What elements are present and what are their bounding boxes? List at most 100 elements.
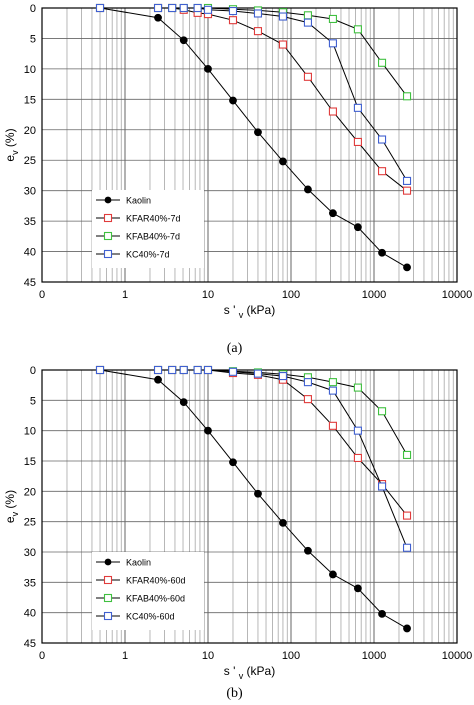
data-point xyxy=(179,398,188,407)
data-point xyxy=(377,167,387,176)
data-point xyxy=(303,11,312,20)
data-point xyxy=(402,92,412,101)
x-tick-label: 10 xyxy=(202,650,214,662)
data-point xyxy=(168,3,177,13)
data-point xyxy=(154,13,162,22)
y-tick-label: 30 xyxy=(24,186,36,198)
data-point xyxy=(353,383,362,392)
data-point xyxy=(278,12,288,21)
y-tick-label: 20 xyxy=(24,486,36,498)
data-point xyxy=(179,365,188,375)
data-point xyxy=(253,27,263,36)
legend-marker xyxy=(103,213,113,223)
x-tick-label: 10000 xyxy=(442,289,473,301)
legend-marker xyxy=(103,231,113,241)
data-point xyxy=(328,107,337,116)
data-point xyxy=(354,223,362,232)
y-tick-label: 30 xyxy=(24,547,36,559)
y-tick-label: 25 xyxy=(24,155,36,167)
legend-marker xyxy=(104,196,112,204)
x-axis-label: s ' v (kPa) xyxy=(224,664,275,681)
data-point xyxy=(329,570,337,579)
y-tick-label: 5 xyxy=(30,395,36,407)
x-tick-label: 1 xyxy=(122,650,128,662)
y-tick-label: 0 xyxy=(30,3,36,15)
data-point xyxy=(95,3,105,13)
data-point xyxy=(354,584,362,593)
data-point xyxy=(378,248,386,257)
data-point xyxy=(203,365,213,375)
data-point xyxy=(402,450,412,459)
data-point xyxy=(303,72,312,81)
y-tick-label: 10 xyxy=(24,426,36,438)
y-tick-label: 45 xyxy=(24,277,36,289)
data-point xyxy=(253,369,263,378)
data-point xyxy=(95,365,105,375)
x-tick-label: 1000 xyxy=(362,289,386,301)
data-point xyxy=(279,157,287,166)
data-point xyxy=(228,367,238,376)
data-point xyxy=(304,185,312,194)
y-axis-label: ev (%) xyxy=(3,128,20,161)
data-point xyxy=(303,18,312,27)
data-point xyxy=(353,426,362,435)
data-point xyxy=(377,407,387,416)
x-axis-label: s ' v (kPa) xyxy=(224,303,275,320)
x-tick-label: 100 xyxy=(282,289,300,301)
x-tick-label: 10 xyxy=(202,289,214,301)
x-tick-label: 100 xyxy=(282,650,300,662)
data-point xyxy=(278,372,288,381)
data-point xyxy=(154,375,162,384)
y-tick-label: 40 xyxy=(24,608,36,620)
legend-marker xyxy=(103,611,113,621)
data-point xyxy=(254,128,262,137)
data-point xyxy=(402,511,412,520)
y-tick-label: 40 xyxy=(24,247,36,259)
legend-marker xyxy=(104,558,112,566)
data-point xyxy=(228,16,238,25)
data-point xyxy=(377,482,387,491)
data-point xyxy=(402,186,412,195)
data-point xyxy=(403,263,411,272)
data-point xyxy=(303,378,312,387)
legend-label: KFAR40%-60d xyxy=(126,576,186,586)
y-tick-label: 15 xyxy=(24,94,36,106)
series-line xyxy=(99,7,408,268)
data-point xyxy=(353,103,362,112)
figure-caption: (a) xyxy=(227,341,243,356)
data-point xyxy=(378,609,386,618)
x-tick-label: 1000 xyxy=(362,650,386,662)
plot-frame xyxy=(41,7,458,283)
data-point xyxy=(179,3,188,13)
data-point xyxy=(229,458,237,467)
data-point xyxy=(193,365,202,375)
y-tick-label: 35 xyxy=(24,577,36,589)
data-point xyxy=(153,365,163,375)
data-point xyxy=(179,36,188,45)
data-point xyxy=(303,395,312,404)
data-point xyxy=(403,624,411,633)
x-tick-label: 10000 xyxy=(442,650,473,662)
data-point xyxy=(329,209,337,218)
legend-marker xyxy=(103,249,113,259)
data-point xyxy=(279,518,287,527)
legend-label: KC40%-7d xyxy=(126,250,170,260)
data-point xyxy=(304,546,312,555)
data-point xyxy=(377,58,387,67)
data-point xyxy=(203,5,213,14)
data-point xyxy=(204,64,212,73)
legend-label: KC40%-60d xyxy=(126,612,175,622)
data-point xyxy=(168,365,177,375)
x-tick-label: 0 xyxy=(39,289,45,301)
series-line xyxy=(99,369,408,629)
x-tick-label: 0 xyxy=(39,650,45,662)
legend-label: KFAB40%-60d xyxy=(126,594,185,604)
data-point xyxy=(328,378,337,387)
legend-marker xyxy=(103,575,113,585)
data-point xyxy=(402,176,412,185)
legend-marker xyxy=(103,593,113,603)
y-tick-label: 35 xyxy=(24,216,36,228)
data-point xyxy=(353,453,362,463)
